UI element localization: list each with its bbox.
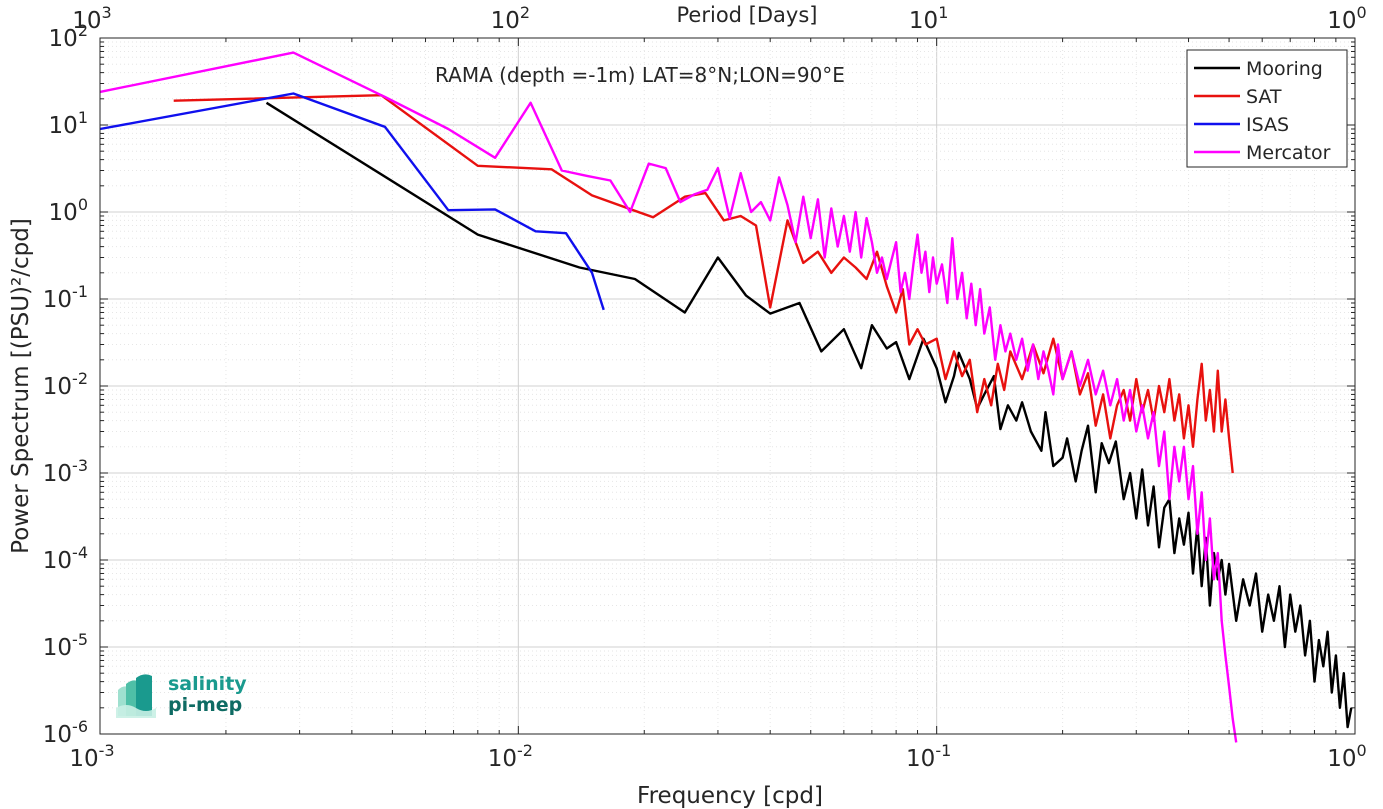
logo-waves-icon [116,674,156,718]
legend-label-mercator: Mercator [1246,142,1331,164]
y-tick-label: 10-1 [43,282,88,313]
chart-title: RAMA (depth =-1m) LAT=8°N;LON=90°E [435,63,845,87]
salinity-pimep-logo: salinity pi-mep [116,672,247,722]
x-axis-label: Frequency [cpd] [637,783,823,809]
x-tick-label: 10-1 [906,741,951,772]
y-tick-label: 10-5 [43,630,88,661]
top-axis-label: Period [Days] [677,3,818,27]
y-tick-label: 101 [49,108,88,139]
legend-box [1186,49,1348,168]
x-tick-label: 100 [1327,741,1366,772]
axis-ticks [99,38,1355,735]
plot-frame [99,37,1356,735]
series-line-mooring [265,101,1353,729]
series-line-mercator [99,51,1238,743]
series-line-sat [173,93,1234,474]
logo-text: salinity pi-mep [168,674,247,716]
x2-tick-label: 100 [1327,3,1366,34]
x-tick-label: 10-2 [488,741,533,772]
series-layer [99,51,1353,743]
legend-label-isas: ISAS [1246,114,1289,136]
y-tick-label: 10-4 [43,543,88,574]
y-tick-label: 10-6 [43,717,88,748]
y-tick-label: 100 [49,195,88,226]
legend-label-sat: SAT [1246,86,1282,108]
legend: Mooring SAT ISAS Mercator [1186,49,1348,168]
y-tick-label: 10-2 [43,369,88,400]
x2-tick-label: 101 [909,3,948,34]
logo-line-1: salinity [168,673,247,695]
x2-tick-label: 103 [72,3,111,34]
x-tick-label: 10-3 [69,741,114,772]
y-tick-label: 102 [49,21,88,52]
y-axis-label: Power Spectrum [(PSU)²/cpd] [8,218,34,554]
y-tick-label: 10-3 [43,456,88,487]
legend-label-mooring: Mooring [1246,58,1323,80]
x2-tick-label: 102 [491,3,530,34]
logo-line-2: pi-mep [168,694,243,716]
series-line-isas [99,92,605,311]
